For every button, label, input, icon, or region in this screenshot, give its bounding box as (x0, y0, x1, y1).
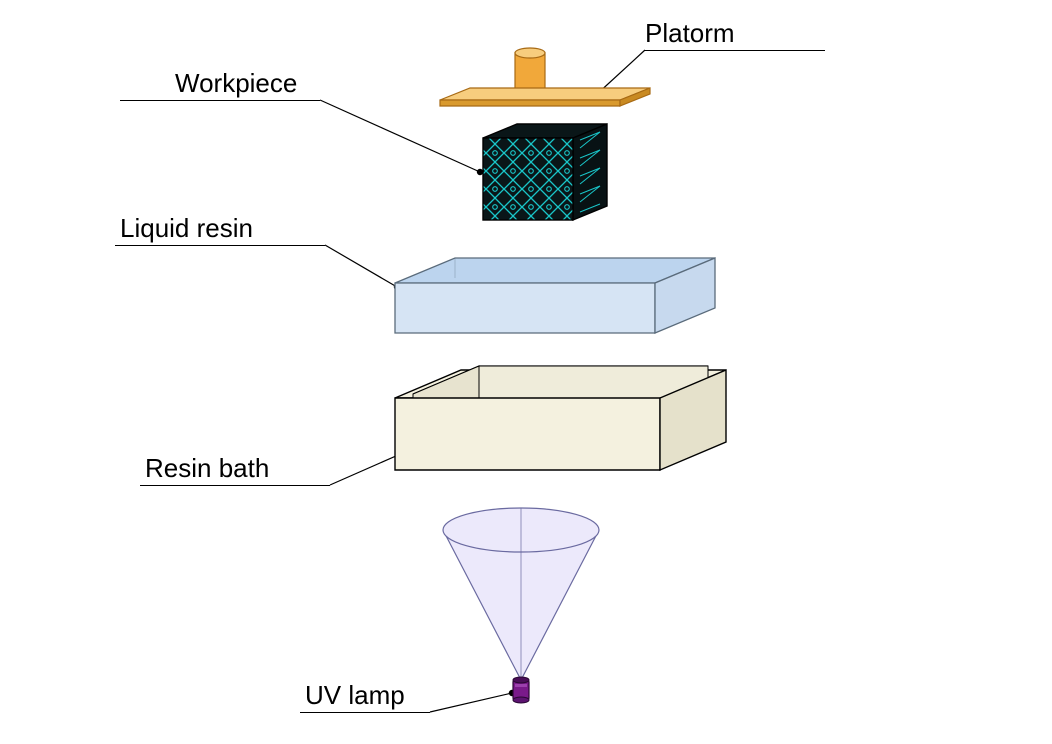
label-platform: Platorm (645, 18, 735, 49)
underline-platform (645, 50, 825, 51)
label-resin-bath: Resin bath (145, 453, 269, 484)
part-resin-bath (395, 366, 726, 470)
label-uv-lamp: UV lamp (305, 680, 405, 711)
underline-liquid-resin (115, 245, 325, 246)
part-workpiece (483, 124, 607, 220)
underline-workpiece (120, 100, 320, 101)
label-workpiece: Workpiece (175, 68, 297, 99)
part-platform (440, 48, 650, 106)
part-liquid-resin (395, 258, 715, 333)
part-uv-cone (443, 508, 599, 680)
label-liquid-resin: Liquid resin (120, 213, 253, 244)
underline-resin-bath (140, 485, 330, 486)
part-uv-lamp (513, 677, 529, 703)
underline-uv-lamp (300, 712, 430, 713)
diagram-svg (0, 0, 1052, 744)
